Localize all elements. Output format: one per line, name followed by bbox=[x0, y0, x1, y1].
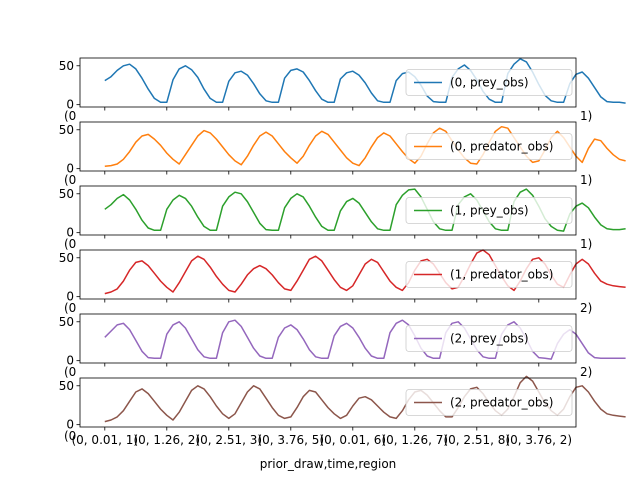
legend-5: (2, prey_obs) bbox=[405, 325, 573, 352]
x-tick-label-1: (0, 0.01, 1) bbox=[71, 433, 138, 447]
axes-frame-1 bbox=[79, 57, 577, 108]
x-tick-label-3: (0, 2.51, 3) bbox=[195, 433, 262, 447]
legend-4: (1, predator_obs) bbox=[405, 261, 573, 288]
legend-label-6: (2, predator_obs) bbox=[450, 396, 553, 410]
legend-label-3: (1, prey_obs) bbox=[450, 204, 529, 218]
axes-frame-6 bbox=[79, 377, 577, 428]
y-tick-label-5-1: 0 bbox=[66, 354, 74, 368]
y-tick-label-1-1: 0 bbox=[66, 98, 74, 112]
legend-3: (1, prey_obs) bbox=[405, 197, 573, 224]
axes-frame-4 bbox=[79, 249, 577, 300]
y-tick-label-3-1: 0 bbox=[66, 226, 74, 240]
axes-frame-3 bbox=[79, 185, 577, 236]
subplot-stack: 0 50 (0, prey_obs) (0 1) 0 50 (0, predator_obs)… bbox=[59, 57, 626, 447]
x-tick-label-4: (0, 3.76, 5) bbox=[257, 433, 324, 447]
y-tick-label-5-2: 50 bbox=[59, 315, 74, 329]
y-tick-label-6-2: 50 bbox=[59, 379, 74, 393]
x-tick-label-8: (0, 3.76, 2) bbox=[505, 433, 572, 447]
x-tick-label-6: (0, 1.26, 7) bbox=[381, 433, 448, 447]
legend-box-5 bbox=[405, 325, 573, 352]
clipped-tick-label-right-3: 1) bbox=[580, 237, 592, 251]
legend-box-4 bbox=[405, 261, 573, 288]
clipped-tick-label-left-5: (0 bbox=[64, 365, 76, 379]
legend-6: (2, predator_obs) bbox=[405, 389, 573, 416]
legend-1: (0, prey_obs) bbox=[405, 69, 573, 96]
y-tick-label-6-1: 0 bbox=[66, 418, 74, 432]
legend-box-2 bbox=[405, 133, 573, 160]
x-tick-label-5: (0, 0.01, 6) bbox=[319, 433, 386, 447]
series-line-2 bbox=[104, 125, 626, 168]
legend-2: (0, predator_obs) bbox=[405, 133, 573, 160]
x-axis-label: prior_draw,time,region bbox=[260, 457, 397, 471]
subplot-5: 0 50 (2, prey_obs) (0 2) bbox=[59, 313, 626, 379]
series-line-5 bbox=[104, 319, 626, 360]
axes-frame-5 bbox=[79, 313, 577, 364]
legend-box-3 bbox=[405, 197, 573, 224]
clipped-tick-label-right-5: 2) bbox=[580, 365, 592, 379]
y-tick-label-1-2: 50 bbox=[59, 59, 74, 73]
x-tick-labels: (0, 0.01, 1)(0, 1.26, 2)(0, 2.51, 3)(0, … bbox=[71, 433, 572, 447]
legend-label-5: (2, prey_obs) bbox=[450, 332, 529, 346]
subplot-3: 0 50 (1, prey_obs) (0 1) bbox=[59, 185, 626, 251]
legend-label-1: (0, prey_obs) bbox=[450, 76, 529, 90]
clipped-tick-label-left-4: (0 bbox=[64, 301, 76, 315]
clipped-tick-label-left-2: (0 bbox=[64, 173, 76, 187]
x-tick-label-2: (0, 1.26, 2) bbox=[133, 433, 200, 447]
legend-label-2: (0, predator_obs) bbox=[450, 140, 553, 154]
y-tick-label-4-2: 50 bbox=[59, 251, 74, 265]
subplot-1: 0 50 (0, prey_obs) (0 1) bbox=[59, 57, 626, 123]
clipped-tick-label-right-1: 1) bbox=[580, 109, 592, 123]
clipped-tick-label-right-4: 2) bbox=[580, 301, 592, 315]
clipped-tick-label-left-3: (0 bbox=[64, 237, 76, 251]
x-tick-label-7: (0, 2.51, 8) bbox=[443, 433, 510, 447]
clipped-tick-label-left-1: (0 bbox=[64, 109, 76, 123]
series-line-4 bbox=[104, 249, 626, 295]
y-tick-label-2-2: 50 bbox=[59, 123, 74, 137]
legend-label-4: (1, predator_obs) bbox=[450, 268, 553, 282]
subplot-6: 0 50 (2, predator_obs) (0 bbox=[59, 375, 626, 443]
legend-box-6 bbox=[405, 389, 573, 416]
y-tick-label-4-1: 0 bbox=[66, 290, 74, 304]
y-tick-label-2-1: 0 bbox=[66, 162, 74, 176]
clipped-tick-label-left-6: (0 bbox=[64, 429, 76, 443]
clipped-tick-label-right-2: 1) bbox=[580, 173, 592, 187]
subplot-2: 0 50 (0, predator_obs) (0 1) bbox=[59, 121, 626, 187]
subplot-4: 0 50 (1, predator_obs) (0 2) bbox=[59, 249, 626, 315]
axes-frame-2 bbox=[79, 121, 577, 172]
y-tick-label-3-2: 50 bbox=[59, 187, 74, 201]
legend-box-1 bbox=[405, 69, 573, 96]
